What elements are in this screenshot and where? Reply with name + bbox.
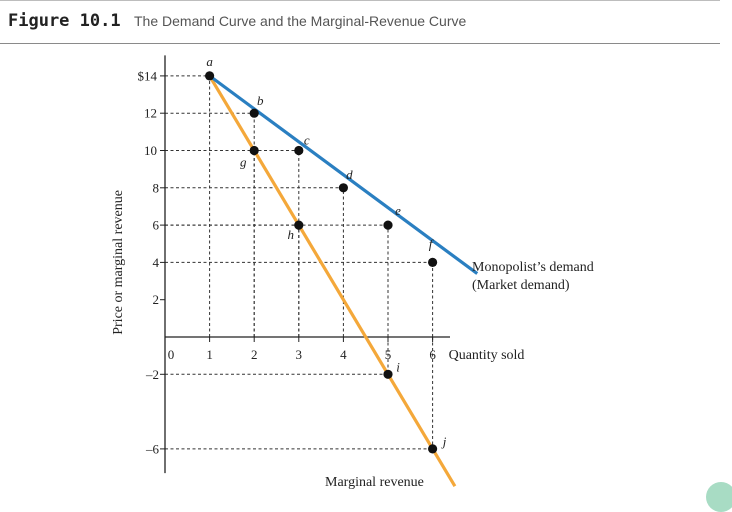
y-tick-label: –6	[145, 441, 160, 456]
x-tick-label: 0	[168, 347, 175, 362]
point-label-f: f	[429, 236, 435, 251]
demand-annotation-line2: (Market demand)	[472, 278, 570, 293]
figure-label: Figure 10.1	[8, 11, 121, 31]
figure-title: The Demand Curve and the Marginal-Revenu…	[134, 13, 467, 29]
y-axis-title: Price or marginal revenue	[111, 190, 126, 335]
mr-annotation: Marginal revenue	[325, 475, 424, 490]
point-label-j: j	[441, 434, 447, 449]
y-tick-label: $14	[138, 68, 158, 83]
point-label-d: d	[346, 167, 353, 182]
guide-lines	[165, 75, 434, 450]
x-tick-label: 1	[206, 347, 213, 362]
x-tick-label: 4	[340, 347, 347, 362]
point-e	[383, 220, 393, 230]
y-tick-label: 4	[153, 255, 160, 270]
y-tick-label: 12	[144, 106, 157, 121]
point-f	[428, 257, 438, 267]
marginal-revenue-line	[208, 75, 457, 488]
y-tick-label: 2	[153, 292, 160, 307]
point-c	[294, 145, 304, 156]
data-points	[205, 71, 438, 454]
y-tick-label: 10	[144, 143, 157, 158]
point-label-b: b	[257, 93, 264, 108]
figure-header: Figure 10.1 The Demand Curve and the Mar…	[0, 0, 720, 44]
point-a	[205, 71, 215, 81]
point-d	[338, 183, 348, 193]
point-label-g: g	[240, 155, 247, 170]
x-tick-label: 2	[251, 347, 258, 362]
demand-line	[208, 74, 479, 275]
y-tick-label: –2	[145, 367, 159, 382]
point-j	[428, 444, 438, 454]
x-tick-label: 6	[429, 347, 436, 362]
axes	[160, 55, 450, 474]
point-label-c: c	[304, 133, 310, 148]
point-h	[294, 220, 304, 230]
x-axis-title: Quantity sold	[449, 348, 525, 363]
point-g	[249, 145, 259, 156]
point-label-i: i	[396, 359, 400, 374]
point-label-h: h	[288, 227, 295, 242]
x-tick-label: 5	[385, 347, 392, 362]
point-label-e: e	[395, 203, 401, 218]
demand-annotation-line1: Monopolist’s demand	[472, 260, 594, 275]
point-b	[249, 108, 259, 118]
point-i	[383, 369, 393, 379]
y-tick-label: 6	[153, 218, 160, 233]
floating-action-button[interactable]	[706, 482, 732, 512]
y-tick-label: 8	[153, 180, 160, 195]
point-label-a: a	[206, 54, 213, 69]
x-tick-label: 3	[296, 347, 303, 362]
